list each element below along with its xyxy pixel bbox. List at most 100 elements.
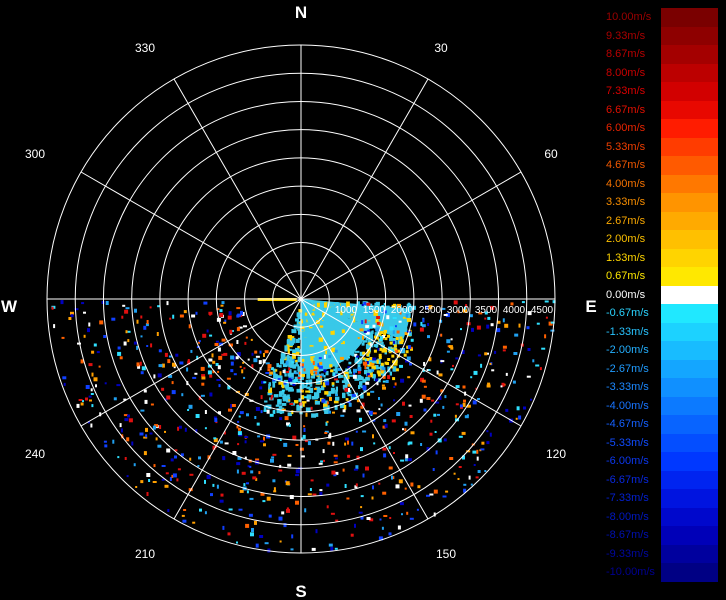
echo-pixel	[463, 483, 467, 486]
echo-pixel	[303, 368, 306, 372]
echo-pixel	[268, 387, 273, 393]
echo-pixel	[292, 364, 297, 369]
echo-pixel	[119, 356, 123, 360]
colorbar-label: 6.67m/s	[606, 103, 646, 116]
echo-pixel	[421, 394, 426, 399]
echo-pixel	[469, 314, 473, 318]
echo-pixel	[370, 390, 375, 393]
echo-pixel	[339, 345, 343, 352]
echo-pixel	[318, 318, 324, 321]
echo-pixel	[299, 374, 304, 381]
echo-pixel	[320, 366, 326, 370]
echo-pixel	[477, 398, 480, 400]
echo-pixel	[368, 410, 373, 415]
colorbar-entry: -2.00m/s	[606, 341, 718, 360]
echo-pixel	[348, 356, 350, 359]
echo-pixel	[423, 362, 426, 366]
echo-pixel	[304, 440, 308, 443]
echo-pixel	[484, 317, 487, 320]
echo-pixel	[330, 512, 335, 515]
echo-pixel	[364, 319, 367, 324]
polar-grid	[46, 44, 556, 554]
echo-pixel	[236, 352, 241, 357]
echo-pixel	[376, 321, 380, 325]
echo-pixel	[381, 367, 386, 371]
echo-pixel	[152, 425, 156, 430]
colorbar-label: 0.67m/s	[606, 270, 646, 282]
echo-pixel	[288, 399, 291, 402]
echo-pixel	[145, 434, 148, 438]
echo-pixel	[308, 309, 313, 314]
echo-pixel	[544, 300, 549, 303]
echo-pixel	[369, 318, 373, 323]
echo-pixel	[177, 468, 181, 471]
echo-pixel	[527, 348, 531, 351]
echo-pixel	[380, 370, 384, 374]
colorbar-label: 2.67m/s	[606, 214, 646, 227]
echo-pixel	[213, 416, 217, 419]
echo-pixel	[341, 380, 346, 384]
echo-pixel	[217, 365, 221, 370]
echo-pixel	[390, 306, 395, 313]
echo-pixel	[505, 372, 508, 376]
echo-pixel	[382, 447, 387, 451]
echo-pixel	[287, 454, 292, 457]
echo-pixel	[356, 355, 360, 358]
echo-pixel	[365, 337, 371, 341]
echo-pixel	[360, 306, 365, 311]
echo-pixel	[475, 387, 478, 390]
echo-pixel	[189, 457, 192, 461]
colorbar-swatch	[661, 285, 718, 304]
echo-pixel	[334, 349, 338, 353]
echo-pixel	[305, 367, 310, 373]
echo-pixel	[340, 414, 345, 417]
echo-pixel	[378, 360, 381, 365]
echo-pixel	[466, 414, 469, 417]
echo-pixel	[541, 347, 546, 350]
colorbar-entry: -10.00m/s	[606, 563, 718, 582]
echo-pixel	[286, 422, 290, 426]
echo-pixel	[360, 324, 364, 328]
echo-pixel	[294, 400, 299, 404]
echo-pixel	[389, 371, 393, 376]
colorbar-entry: 4.67m/s	[606, 156, 718, 175]
echo-pixel	[304, 345, 308, 350]
colorbar-entry: -2.67m/s	[606, 359, 718, 378]
echo-pixel	[237, 420, 240, 423]
echo-pixel	[389, 310, 392, 313]
colorbar-entry: -6.00m/s	[606, 452, 718, 471]
echo-pixel	[303, 351, 307, 354]
echo-pixel	[127, 339, 130, 343]
colorbar-swatch	[661, 415, 718, 434]
echo-pixel	[504, 323, 509, 328]
echo-pixel	[348, 388, 350, 392]
colorbar-label: 2.00m/s	[606, 233, 646, 245]
echo-pixel	[311, 348, 315, 355]
echo-pixel	[455, 403, 459, 406]
echo-pixel	[329, 325, 334, 331]
echo-pixel	[500, 385, 503, 388]
echo-pixel	[287, 373, 292, 377]
echo-pixel	[328, 310, 331, 314]
echo-pixel	[477, 354, 481, 357]
echo-pixel	[292, 353, 296, 359]
echo-pixel	[443, 438, 447, 442]
echo-pixel	[356, 322, 360, 325]
echo-pixel	[323, 375, 326, 378]
echo-pixel	[290, 548, 294, 551]
echo-pixel	[339, 318, 344, 323]
echo-pixel	[326, 505, 329, 509]
echo-pixel	[480, 363, 483, 368]
echo-pixel	[315, 346, 320, 353]
echo-pixel	[165, 472, 169, 475]
echo-pixel	[278, 381, 284, 385]
echo-pixel	[87, 421, 90, 424]
echo-pixel	[300, 363, 304, 367]
echo-pixel	[313, 366, 319, 370]
colorbar-swatch	[661, 304, 718, 323]
echo-pixel	[369, 342, 372, 346]
echo-pixel	[294, 372, 299, 375]
echo-pixel	[365, 377, 370, 381]
echo-pixel	[212, 370, 215, 374]
echo-pixel	[229, 329, 233, 334]
